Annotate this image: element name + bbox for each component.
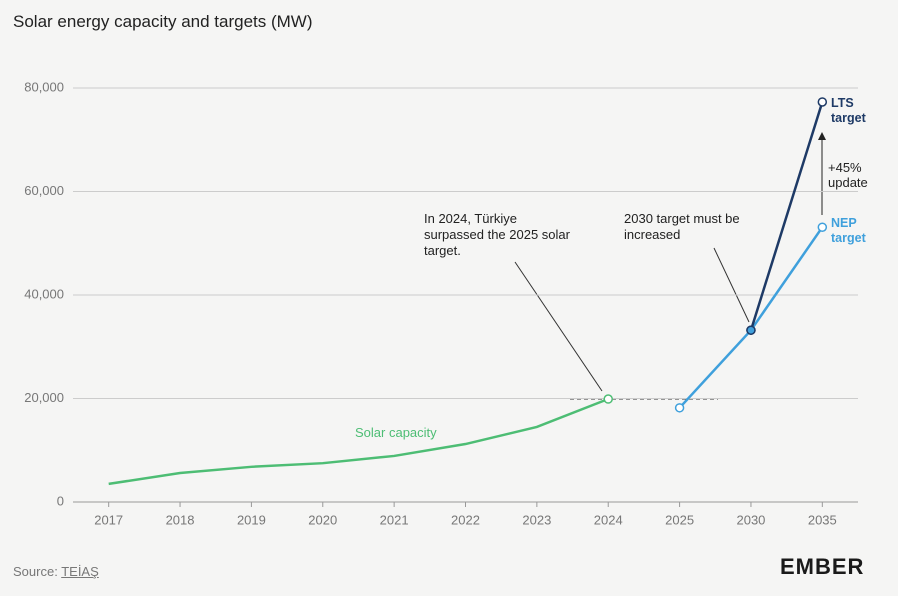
y-tick-label: 80,000 [24,79,64,94]
y-tick-label: 40,000 [24,286,64,301]
y-tick-label: 60,000 [24,183,64,198]
x-tick-label: 2030 [736,512,765,527]
annotation: In 2024, Türkiye surpassed the 2025 sola… [424,211,570,258]
x-tick-label: 2020 [308,512,337,527]
arrow-head [818,132,826,140]
point [746,325,756,335]
x-tick-label: 2035 [808,512,837,527]
x-tick-label: 2019 [237,512,266,527]
x-tick-label: 2017 [94,512,123,527]
x-tick-label: 2018 [166,512,195,527]
x-tick-label: 2023 [522,512,551,527]
point [817,97,828,107]
series-label: NEP target [831,216,866,245]
y-tick-label: 0 [57,493,64,508]
series-label: Solar capacity [355,425,437,440]
x-tick-label: 2022 [451,512,480,527]
x-tick-label: 2024 [594,512,623,527]
series-line [678,226,824,409]
annotation: +45% update [828,160,868,190]
point [603,394,613,404]
series-line [108,397,609,486]
source-label: Source: [13,564,58,579]
series-line [749,101,824,331]
leader-line [713,247,750,323]
x-tick-label: 2021 [380,512,409,527]
annotation: 2030 target must be increased [624,211,740,242]
source: Source: TEİAŞ [13,564,99,579]
x-tick-label: 2025 [665,512,694,527]
series-label: LTS target [831,96,866,125]
leader-line [514,261,603,392]
logo: EMBER [780,554,865,579]
y-tick-label: 20,000 [24,390,64,405]
subtitle: Solar energy capacity and targets (MW) [13,12,313,31]
source-link[interactable]: TEİAŞ [61,564,99,579]
point [674,403,685,413]
point [817,222,828,232]
